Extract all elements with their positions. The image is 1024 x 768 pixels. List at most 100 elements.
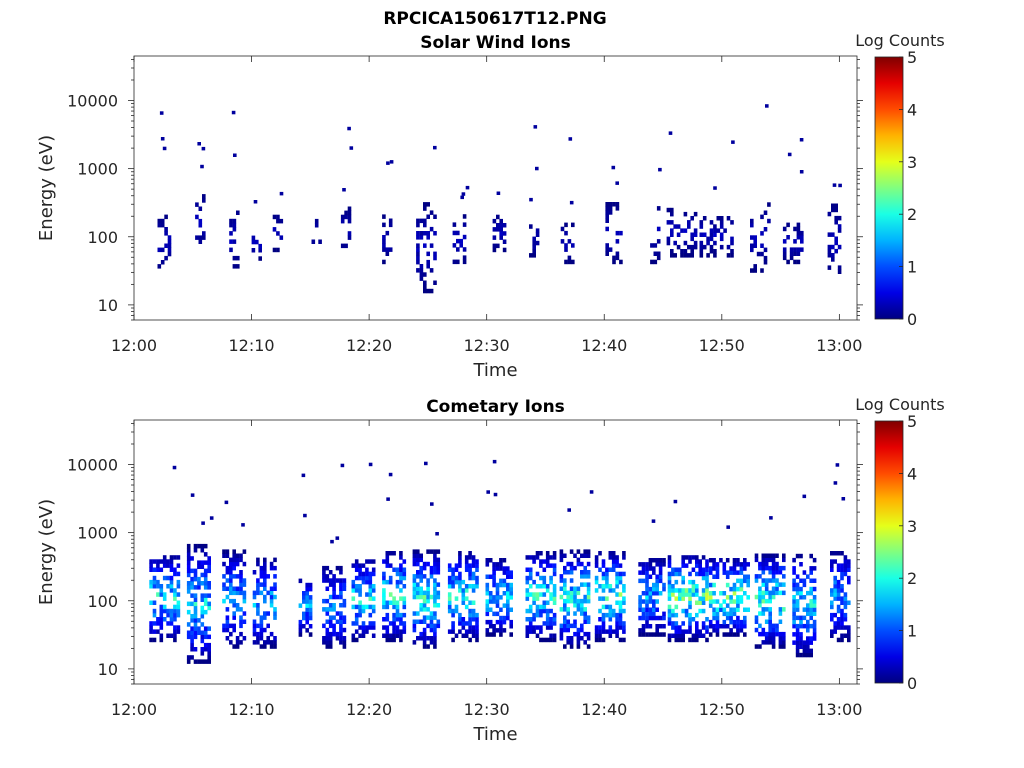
heatmap-cell bbox=[667, 617, 672, 622]
heatmap-cell bbox=[426, 259, 430, 265]
heatmap-cell bbox=[671, 625, 675, 630]
heatmap-cell bbox=[157, 218, 162, 224]
heatmap-cell bbox=[684, 555, 689, 560]
heatmap-cell bbox=[344, 243, 348, 249]
burst-19 bbox=[827, 183, 842, 274]
heatmap-cell bbox=[475, 567, 479, 572]
heatmap-cell bbox=[488, 619, 493, 625]
heatmap-cell bbox=[601, 584, 606, 589]
heatmap-cell bbox=[235, 557, 240, 563]
heatmap-cell bbox=[542, 559, 547, 564]
heatmap-cell bbox=[493, 492, 498, 497]
heatmap-cell bbox=[222, 561, 226, 567]
heatmap-cell bbox=[676, 232, 681, 237]
heatmap-cell bbox=[726, 525, 730, 529]
heatmap-cell bbox=[608, 202, 613, 207]
heatmap-cell bbox=[580, 570, 584, 575]
heatmap-cell bbox=[691, 637, 696, 643]
heatmap-cell bbox=[492, 562, 496, 567]
heatmap-cell bbox=[332, 586, 336, 591]
heatmap-cell bbox=[688, 629, 692, 634]
heatmap-cell bbox=[699, 244, 704, 250]
heatmap-cell bbox=[235, 590, 240, 596]
heatmap-cell bbox=[583, 565, 587, 571]
heatmap-cell bbox=[525, 579, 530, 585]
heatmap-cell bbox=[232, 255, 237, 261]
heatmap-cell bbox=[202, 235, 206, 240]
heatmap-cell bbox=[763, 227, 768, 232]
heatmap-cell bbox=[739, 599, 744, 604]
heatmap-cell bbox=[560, 226, 565, 232]
heatmap-cell bbox=[197, 564, 201, 569]
x-tick-label: 12:20 bbox=[346, 700, 392, 719]
heatmap-cell bbox=[693, 244, 698, 250]
heatmap-cell bbox=[525, 625, 530, 630]
heatmap-cell bbox=[495, 591, 500, 596]
heatmap-cell bbox=[456, 230, 460, 236]
burst-0 bbox=[157, 111, 172, 269]
heatmap-cell bbox=[655, 615, 659, 621]
heatmap-cell bbox=[502, 591, 507, 596]
heatmap-cell bbox=[176, 563, 181, 568]
heatmap-cell bbox=[273, 611, 277, 616]
heatmap-cell bbox=[545, 584, 550, 589]
burst-16 bbox=[708, 525, 750, 637]
heatmap-cell bbox=[502, 247, 507, 253]
heatmap-cell bbox=[502, 231, 507, 236]
heatmap-cell bbox=[573, 598, 577, 604]
heatmap-cell bbox=[462, 214, 467, 219]
heatmap-cell bbox=[236, 255, 240, 261]
heatmap-cell bbox=[831, 232, 835, 237]
heatmap-cell bbox=[758, 623, 762, 629]
heatmap-cell bbox=[586, 561, 591, 567]
heatmap-cell bbox=[475, 579, 479, 585]
heatmap-cell bbox=[701, 571, 706, 577]
heatmap-cell bbox=[229, 570, 233, 575]
heatmap-cell bbox=[763, 260, 768, 265]
heatmap-cell bbox=[598, 608, 602, 614]
heatmap-cell bbox=[586, 598, 591, 604]
heatmap-cell bbox=[263, 611, 267, 616]
heatmap-cell bbox=[308, 615, 313, 621]
heatmap-cell bbox=[525, 617, 530, 622]
heatmap-cell bbox=[314, 223, 319, 228]
heatmap-cell bbox=[729, 599, 733, 604]
heatmap-cell bbox=[715, 619, 720, 625]
heatmap-cell bbox=[608, 555, 613, 560]
heatmap-cell bbox=[695, 621, 699, 626]
heatmap-cell bbox=[840, 617, 844, 622]
heatmap-cell bbox=[509, 570, 513, 575]
heatmap-cell bbox=[488, 558, 493, 563]
heatmap-cell bbox=[722, 591, 727, 596]
heatmap-cell bbox=[258, 243, 262, 249]
heatmap-cell bbox=[763, 210, 768, 215]
heatmap-cell bbox=[164, 243, 168, 248]
heatmap-cell bbox=[229, 574, 233, 579]
heatmap-cell bbox=[670, 207, 674, 213]
heatmap-cell bbox=[412, 574, 417, 579]
heatmap-cell bbox=[838, 183, 842, 188]
heatmap-cell bbox=[775, 578, 779, 583]
heatmap-cell bbox=[429, 268, 434, 273]
heatmap-cell bbox=[836, 551, 841, 556]
heatmap-cell bbox=[159, 592, 164, 597]
heatmap-cell bbox=[586, 570, 591, 575]
heatmap-cell bbox=[342, 640, 347, 645]
heatmap-cell bbox=[778, 607, 783, 612]
heatmap-cell bbox=[156, 567, 160, 572]
heatmap-cell bbox=[169, 579, 174, 585]
heatmap-cell bbox=[259, 619, 264, 624]
heatmap-cell bbox=[471, 629, 476, 634]
heatmap-cell bbox=[802, 494, 807, 499]
heatmap-cell bbox=[298, 628, 303, 633]
heatmap-cell bbox=[796, 247, 801, 252]
heatmap-cell bbox=[615, 571, 619, 577]
heatmap-cell bbox=[485, 619, 490, 625]
heatmap-cell bbox=[743, 607, 747, 612]
heatmap-cell bbox=[422, 603, 427, 608]
heatmap-cell bbox=[419, 603, 423, 608]
burst-3 bbox=[252, 557, 277, 649]
heatmap-cell bbox=[486, 490, 490, 494]
heatmap-cell bbox=[412, 578, 417, 583]
heatmap-cell bbox=[256, 603, 260, 608]
